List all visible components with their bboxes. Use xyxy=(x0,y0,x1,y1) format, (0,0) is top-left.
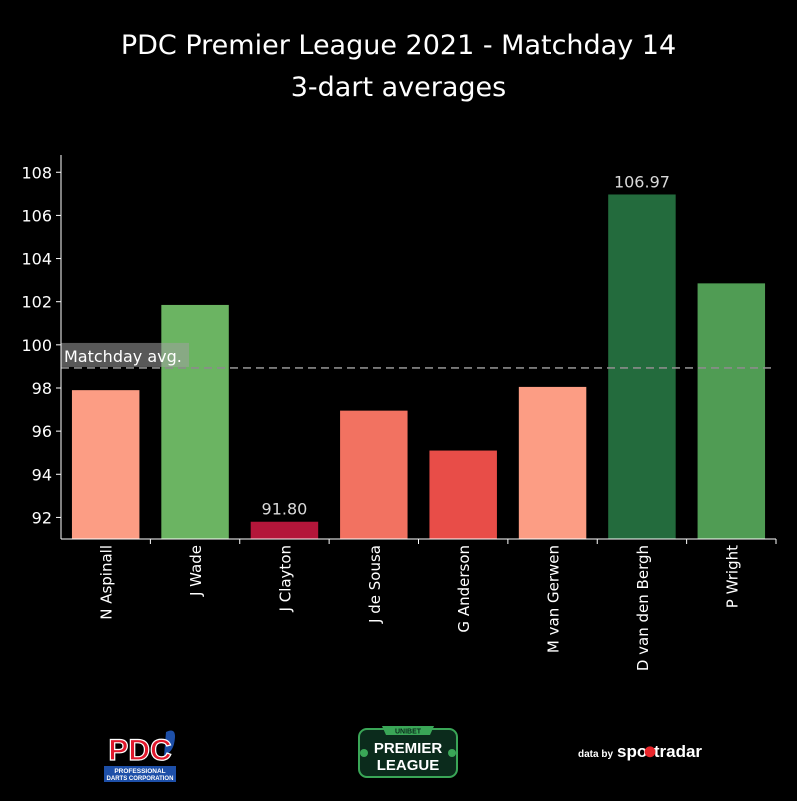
dart-swoosh-icon xyxy=(164,730,175,756)
y-tick-label: 104 xyxy=(21,250,52,269)
sportradar-logo-name: sportradar xyxy=(617,742,702,761)
bar xyxy=(250,521,319,539)
sportradar-logo: data by sportradar xyxy=(578,742,702,761)
pdc-logo-text: PDC xyxy=(108,734,171,767)
x-tick-label: J de Sousa xyxy=(366,545,384,624)
x-tick-label: J Clayton xyxy=(276,545,294,612)
bar xyxy=(429,450,497,539)
premier-league-logo-top: UNIBET xyxy=(395,729,422,736)
x-tick-label: P Wright xyxy=(723,545,741,608)
chart-subtitle: 3-dart averages xyxy=(290,72,507,103)
matchday-average-label-box xyxy=(61,342,189,367)
y-tick-label: 100 xyxy=(21,336,52,355)
x-tick-label: D van den Bergh xyxy=(634,545,652,671)
data-label: 91.80 xyxy=(262,500,308,519)
premier-league-logo-line1: PREMIER xyxy=(374,740,443,757)
chart-title: PDC Premier League 2021 - Matchday 14 xyxy=(120,30,677,61)
matchday-average: Matchday avg. xyxy=(61,342,776,369)
bar xyxy=(161,304,229,539)
sportradar-dot-icon xyxy=(644,746,656,758)
x-tick-label: J Wade xyxy=(187,545,205,597)
x-tick-label: M van Gerwen xyxy=(545,545,563,653)
premier-league-logo-line2: LEAGUE xyxy=(377,757,440,774)
y-tick-label: 102 xyxy=(21,293,52,312)
y-tick-label: 96 xyxy=(32,422,52,441)
sportradar-logo-prefix: data by xyxy=(578,749,613,760)
pdc-logo: PDC PROFESSIONAL DARTS CORPORATION xyxy=(104,730,176,782)
bars: 91.80 106.97 xyxy=(71,172,766,540)
bar xyxy=(608,194,676,540)
bar xyxy=(518,386,587,539)
y-tick-label: 98 xyxy=(32,379,52,398)
bar xyxy=(697,283,766,539)
y-tick-label: 94 xyxy=(32,465,52,484)
data-label: 106.97 xyxy=(614,172,670,191)
premier-league-logo: UNIBET PREMIER LEAGUE xyxy=(358,726,458,778)
x-tick-label: G Anderson xyxy=(455,545,473,633)
axes: N Aspinall J Wade J Clayton J de Sousa G And… xyxy=(21,155,777,671)
bar xyxy=(340,410,408,539)
matchday-average-label: Matchday avg. xyxy=(64,347,182,366)
pdc-logo-subtext-1: PROFESSIONAL xyxy=(114,768,165,775)
bar xyxy=(71,390,140,539)
x-tick-label: N Aspinall xyxy=(98,545,116,620)
y-tick-label: 92 xyxy=(32,508,52,527)
pdc-logo-subtext-2: DARTS CORPORATION xyxy=(107,776,174,782)
y-tick-label: 106 xyxy=(21,206,52,225)
y-tick-label: 108 xyxy=(21,163,52,182)
